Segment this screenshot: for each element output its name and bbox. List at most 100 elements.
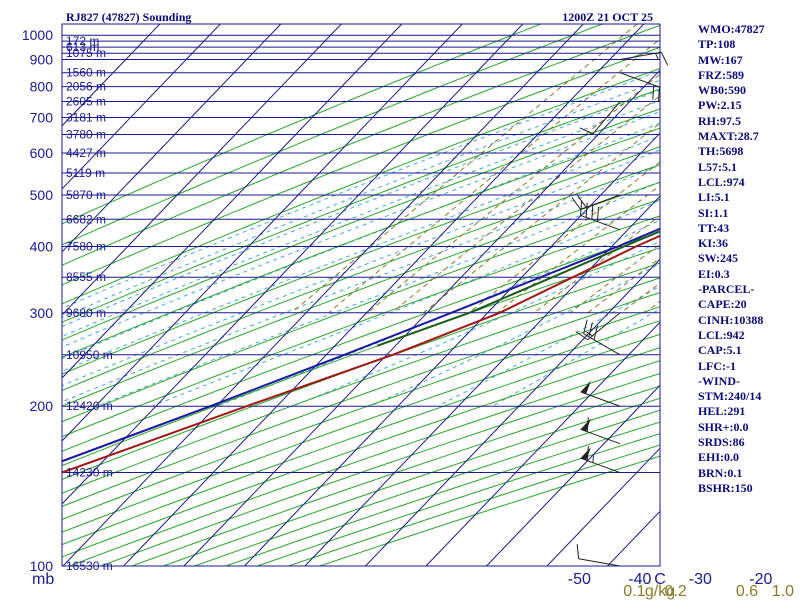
dry-adiabat-line (62, 231, 660, 452)
height-label: 3181 m (66, 110, 106, 124)
isotherm-line (123, 24, 645, 566)
dry-adiabat-line (62, 306, 660, 521)
dewpoint-profile (62, 227, 660, 463)
height-label: 14230 m (66, 466, 113, 480)
wind-barbs (571, 51, 669, 567)
index-item: PW:2.15 (698, 98, 742, 113)
dry-adiabat-line (62, 24, 603, 246)
wind-barb-full (652, 84, 655, 100)
index-item: BSHR:150 (698, 480, 753, 495)
index-item: MW:167 (698, 52, 743, 67)
dry-adiabat-line (62, 146, 660, 375)
temperature-tick-label: C (654, 571, 666, 588)
moist-adiabat-line (62, 99, 660, 337)
dry-adiabats (62, 24, 660, 566)
wind-barb-staff (580, 391, 621, 407)
dry-adiabat-line (100, 372, 660, 566)
index-item: LCL:974 (698, 174, 745, 189)
height-label: 613 m (66, 40, 99, 54)
wind-barb-staff (592, 101, 621, 135)
isobars (62, 34, 660, 567)
index-panel: WMO:47827 TP:108 MW:167 FRZ:589 WB0:590 PW:2.… (698, 22, 798, 496)
temperature-profile (62, 234, 660, 474)
mixing-ratio-line (391, 94, 660, 314)
wind-barb-full (576, 544, 580, 559)
index-item: -WIND- (698, 373, 740, 388)
temperature-tick-label: -40 (628, 571, 651, 588)
temperature-tick-label: -50 (568, 571, 591, 588)
pressure-tick-label: 400 (30, 238, 54, 254)
index-item: TH:5698 (698, 144, 744, 159)
index-item: KI:36 (698, 236, 728, 251)
dry-adiabat-line (62, 164, 660, 391)
index-item: SRDS:86 (698, 435, 745, 450)
isotherm-line (304, 195, 660, 566)
mixing-ratio-tick-label: 0.1 (623, 583, 645, 600)
wind-barb-half (655, 53, 660, 61)
wind-barb-full (583, 319, 588, 334)
height-label: 8555 m (66, 270, 106, 284)
wind-barb-staff (580, 194, 621, 210)
station-title: RJ827 (47827) Sounding (66, 10, 191, 24)
height-label: 4427 m (66, 146, 106, 160)
index-item: STM:240/14 (698, 389, 762, 404)
height-label: 7580 m (66, 239, 106, 253)
wind-barb (580, 417, 621, 445)
mixing-ratio-line (423, 122, 660, 314)
isotherm-line (62, 24, 584, 566)
index-item: WB0:590 (698, 83, 746, 98)
dry-adiabat-line (62, 247, 660, 467)
wind-barb-staff (578, 558, 621, 567)
height-label: 1075 m (66, 46, 106, 60)
wind-barb (571, 194, 621, 210)
wind-barb (619, 72, 660, 102)
wind-barb-full (657, 87, 660, 102)
height-label: 10950 m (66, 348, 113, 362)
index-item: BRN:0.1 (698, 465, 743, 480)
moist-adiabat-line (97, 181, 660, 407)
wind-barb (619, 51, 669, 66)
moist-adiabat-line (62, 70, 660, 309)
wind-barb-full (571, 197, 581, 210)
mixing-ratio-line (291, 24, 638, 314)
parcel-profile (376, 230, 660, 347)
wind-barb-staff (619, 51, 662, 61)
wind-barb-staff (587, 312, 621, 341)
wind-barb-full (575, 331, 589, 341)
isotherm-line (62, 24, 524, 505)
plot-frame (61, 23, 661, 567)
wind-barb-staff (583, 333, 621, 356)
mixing-ratio-line (367, 73, 660, 314)
isotherms (62, 24, 660, 566)
wind-barb-full (660, 52, 669, 66)
dry-adiabat-line (62, 181, 660, 407)
dry-adiabat-line (62, 108, 660, 341)
isotherm-line (244, 132, 660, 566)
wind-barb-full (586, 446, 589, 461)
index-item: LI:5.1 (698, 190, 730, 205)
wind-barb-flag (580, 380, 591, 394)
height-label: 6682 m (66, 212, 106, 226)
temperature-tick-label: -20 (749, 571, 772, 588)
wind-barb-staff (580, 457, 621, 474)
moist-adiabat-line (369, 262, 660, 407)
dry-adiabat-line (62, 46, 660, 286)
index-item: MAXT:28.7 (698, 129, 759, 144)
wind-barb (580, 200, 621, 231)
index-item: SW:245 (698, 251, 739, 266)
pressure-tick-label: 900 (30, 52, 54, 68)
sounding-time: 1200Z 21 OCT 25 (562, 10, 653, 24)
wind-barb-full (577, 195, 587, 208)
moist-adiabat-line (217, 219, 660, 407)
wind-barb-flag (580, 418, 591, 432)
height-label: 5119 m (66, 166, 105, 180)
mixing-ratio-tick-label: 1.0 (772, 583, 794, 600)
dry-adiabat-line (62, 277, 660, 494)
index-item: RH:97.5 (698, 113, 741, 128)
index-item: -PARCEL- (698, 282, 755, 297)
dry-adiabat-line (62, 333, 660, 546)
pressure-tick-label: 100 (30, 558, 54, 574)
